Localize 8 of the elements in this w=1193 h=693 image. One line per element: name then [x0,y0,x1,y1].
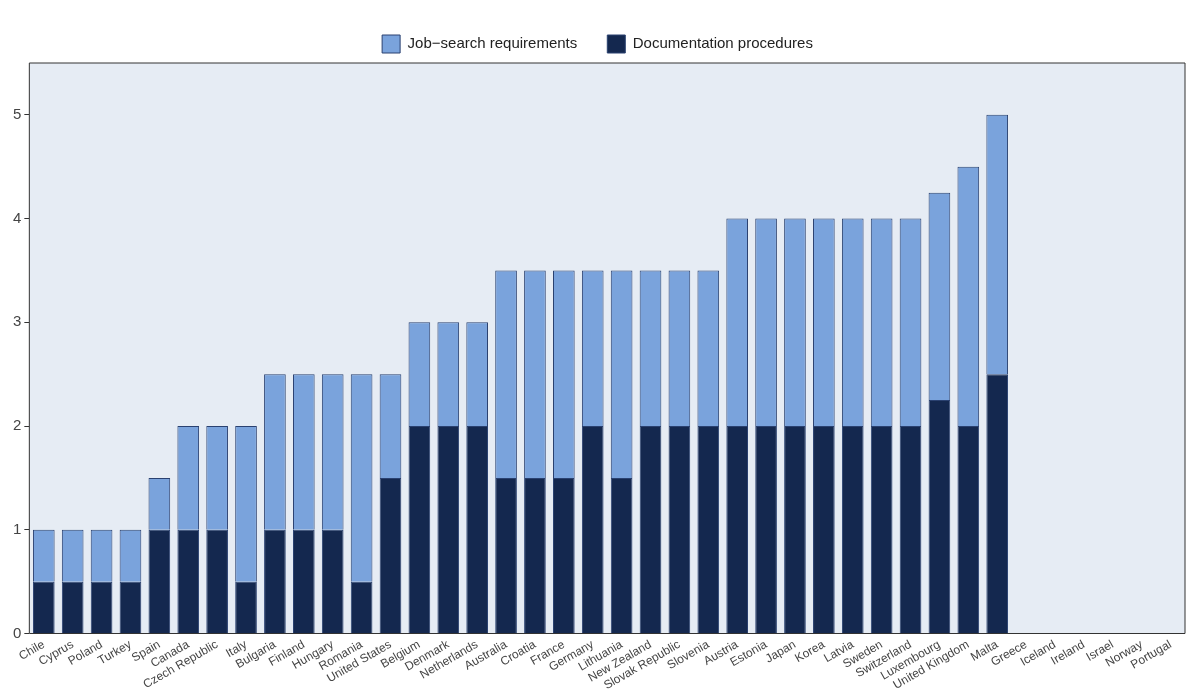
legend-label: Job−search requirements [407,34,578,52]
y-tick-label: 3 [13,312,22,330]
legend-label: Documentation procedures [632,34,813,52]
y-tick-label: 4 [13,208,22,226]
y-tick-label: 1 [13,519,22,537]
y-tick-label: 2 [13,416,22,434]
y-tick-label: 0 [13,623,22,641]
y-tick-label: 5 [13,105,22,122]
